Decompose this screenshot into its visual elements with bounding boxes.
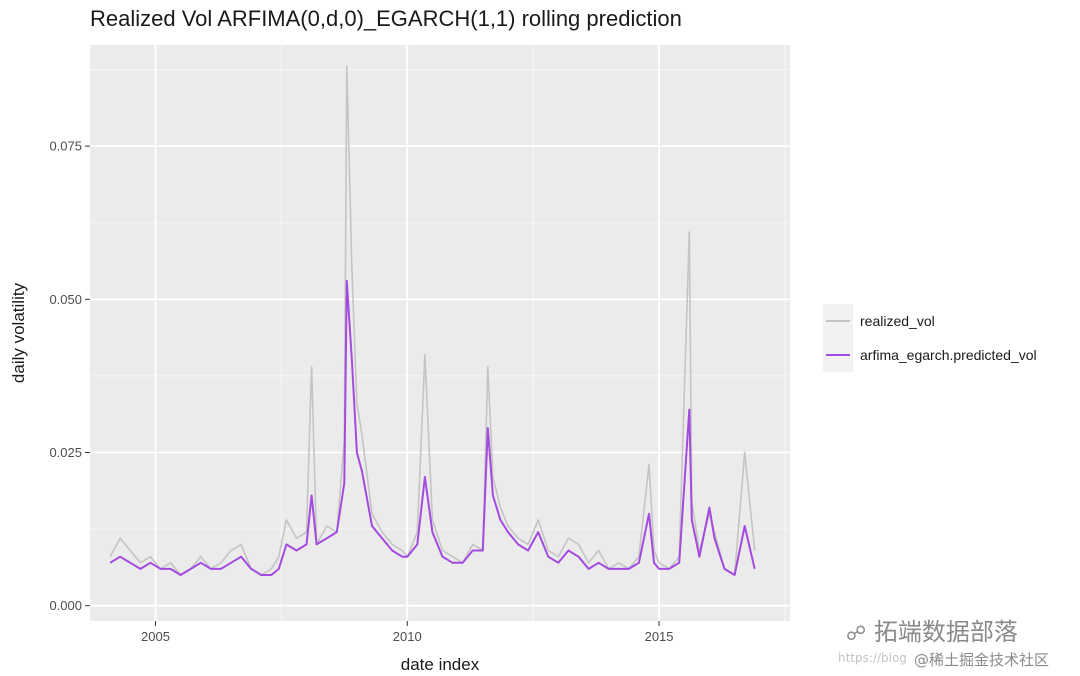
series-layer	[109, 65, 756, 576]
y-tick-label: 0.025	[49, 445, 82, 460]
legend-label-0: realized_vol	[860, 313, 935, 329]
y-axis-label: daily volatility	[9, 282, 28, 383]
chart-title: Realized Vol ARFIMA(0,d,0)_EGARCH(1,1) r…	[90, 6, 682, 31]
legend: realized_vol arfima_egarch.predicted_vol	[823, 304, 1037, 372]
series-line-1	[109, 279, 756, 576]
y-tick-label: 0.075	[49, 139, 82, 154]
watermark-community: @稀土掘金技术社区	[914, 651, 1050, 669]
minor-gridlines	[90, 45, 790, 621]
major-gridlines	[90, 45, 790, 621]
watermark-brand-text: 拓端数据部落	[873, 618, 1018, 646]
wechat-icon: ☍	[846, 621, 867, 645]
x-tick-label: 2005	[141, 629, 170, 644]
watermark-url: https://blog	[838, 651, 907, 665]
x-tick-label: 2015	[645, 629, 674, 644]
y-tick-label: 0.000	[49, 598, 82, 613]
axis-layer: 2005 2010 2015 0.000 0.025 0.050 0.075	[49, 139, 673, 644]
plot-panel	[90, 45, 790, 621]
x-axis-label: date index	[401, 655, 480, 674]
x-tick-label: 2010	[393, 629, 422, 644]
series-line-0	[109, 65, 756, 576]
watermark-brand: ☍ 拓端数据部落	[846, 612, 1018, 647]
legend-label-1: arfima_egarch.predicted_vol	[860, 347, 1037, 363]
y-tick-label: 0.050	[49, 292, 82, 307]
